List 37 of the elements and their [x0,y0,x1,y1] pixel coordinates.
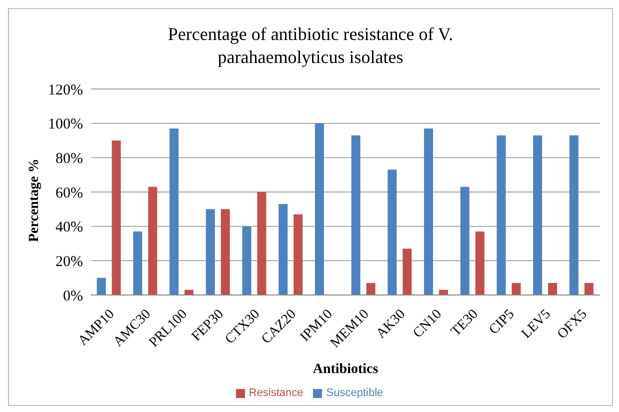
bar [220,209,230,295]
bar [257,192,266,295]
bar [584,282,594,295]
bar [496,135,506,295]
y-tick-label: 100% [48,116,83,133]
bar [170,128,179,295]
y-tick-label: 120% [48,82,83,98]
bar [533,135,542,295]
bar [242,226,252,295]
bar [512,282,521,295]
bar [475,231,484,295]
bar [206,209,215,295]
y-tick-label: 20% [56,254,83,270]
legend-label: Resistance [248,387,304,399]
y-tick-label: 0% [63,288,83,304]
y-tick-label: 60% [56,185,83,202]
bar [351,135,360,295]
bar [460,186,470,295]
bar [548,282,558,295]
x-axis-title: Antibiotics [312,362,379,377]
legend-label: Susceptible [326,387,384,399]
bar [424,128,434,295]
bar [133,231,142,295]
bar [366,282,376,295]
y-tick-label: 80% [56,150,83,167]
bar [388,170,397,295]
bar [569,135,578,295]
bar [402,248,412,295]
y-tick-label: 40% [56,220,83,236]
bar [96,278,106,295]
bar [148,186,158,295]
chart-title: Percentage of antibiotic resistance of V. parahaemolyticus isolates [166,23,454,69]
bar [278,204,288,295]
bar [112,140,121,295]
y-axis-title: Percentage % [26,158,42,242]
bar [294,214,303,295]
bar [314,123,324,295]
